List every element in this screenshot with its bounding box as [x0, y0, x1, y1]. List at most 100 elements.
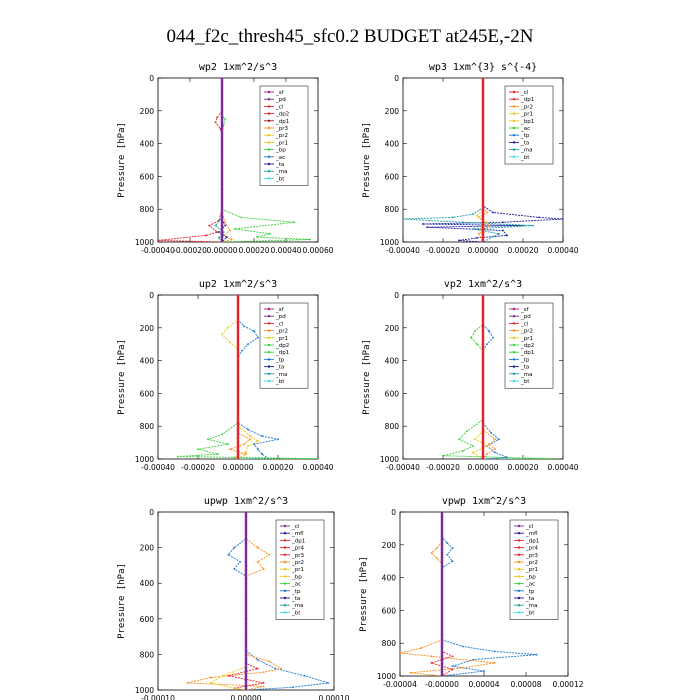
vp2-legend-marker [512, 379, 516, 383]
vpwp-series-line [400, 512, 495, 676]
up2-series-point [247, 428, 249, 431]
vp2-series-point [476, 343, 478, 346]
up2-series-point [261, 435, 263, 437]
wp3-series-point [458, 239, 460, 242]
vpwp-profile-marker [440, 613, 444, 616]
upwp-legend-label: _pr2 [291, 560, 304, 566]
wp3-series-point [478, 232, 480, 235]
wp3-profile-marker [481, 93, 485, 96]
up2-legend-marker [267, 365, 271, 368]
upwp-series-point [262, 568, 265, 570]
up2-ytick-label: 400 [140, 357, 155, 366]
wp2-profile-marker [220, 134, 224, 137]
wp2-profile-marker [220, 126, 224, 129]
upwp-profile-marker [244, 644, 248, 647]
upwp-profile-marker [244, 666, 248, 669]
wp3-profile-marker [481, 134, 485, 137]
wp3-profile-marker [481, 195, 485, 199]
vp2-profile-marker [481, 392, 485, 395]
vpwp-profile-marker [440, 629, 444, 633]
vpwp-xtick-label: 0.00012 [552, 680, 583, 689]
wp3-legend-marker [512, 148, 516, 151]
up2-profile-marker [236, 359, 240, 362]
vpwp-profile-marker [440, 560, 444, 563]
vp2-profile-marker [481, 338, 485, 342]
upwp-series-point [227, 553, 230, 556]
vp2-legend-label: _ta [520, 365, 529, 371]
wp3-ytick-label: 400 [385, 140, 400, 149]
up2-legend-marker [267, 329, 271, 332]
vpwp-profile-marker [440, 654, 444, 657]
vp2-profile-marker [481, 416, 485, 420]
up2-title: up2 1xm^2/s^3 [199, 279, 277, 290]
vpwp-legend-label: _pr3 [525, 553, 539, 559]
upwp-legend-label: _cl [291, 524, 300, 530]
wp2-profile-marker [220, 101, 224, 104]
vp2-xtick-label: 0.00020 [507, 463, 538, 472]
wp3-ytick-label: 0 [394, 74, 399, 83]
vpwp-profile-marker [440, 646, 444, 649]
upwp-legend-marker [283, 560, 287, 564]
upwp-series-point [262, 671, 265, 674]
up2-series-group [177, 295, 318, 459]
vp2-profile-marker [481, 388, 485, 391]
wp3-profile-marker [481, 212, 485, 215]
upwp-series-point [262, 685, 265, 688]
up2-legend-label: _dp1 [275, 350, 289, 356]
up2-profile-marker [236, 355, 240, 358]
wp2-profile-marker [220, 175, 224, 178]
vpwp-profile-marker [440, 527, 444, 530]
vpwp-series-point [451, 547, 454, 549]
vpwp-panel: vpwp 1xm^2/s^3 0 200 400 600 800 1000-0.00004-… [359, 496, 584, 689]
upwp-panel: upwp 1xm^2/s^3 0 200 400 600 800 1000-0.00010 0… [117, 496, 350, 700]
upwp-ytick-label: 600 [140, 615, 155, 624]
up2-series-point [229, 341, 231, 344]
upwp-legend-label: _bt [291, 610, 301, 616]
vpwp-ylabel: Pressure [hPa] [359, 556, 369, 632]
upwp-legend-label: _ma [291, 603, 303, 609]
upwp-profile-marker [244, 568, 248, 572]
wp3-profile-marker [481, 208, 485, 211]
up2-profile-marker [236, 330, 240, 334]
up2-profile-marker [236, 384, 240, 387]
up2-profile-marker [236, 433, 240, 436]
vp2-legend-marker [512, 343, 516, 347]
upwp-series-point [233, 546, 236, 549]
wp2-ytick-label: 0 [149, 74, 154, 83]
vp2-legend-label: _sf [520, 307, 530, 313]
wp2-legend-label: _ta [275, 162, 284, 168]
wp3-profile-marker [481, 150, 485, 153]
up2-profile-marker [236, 297, 240, 301]
vp2-profile-marker [481, 302, 485, 305]
wp2-series-point [217, 237, 220, 239]
vpwp-profile-marker [440, 588, 444, 592]
vp2-series-point [552, 457, 554, 459]
up2-profile-marker [236, 310, 240, 313]
wp2-profile-marker [220, 113, 224, 117]
upwp-legend-label: _ta [291, 596, 300, 602]
upwp-series-point [327, 681, 330, 684]
up2-series-point [277, 438, 279, 441]
wp3-profile-marker [481, 138, 485, 141]
up2-series-point [227, 326, 229, 329]
upwp-xtick-label: -0.00010 [141, 694, 175, 700]
upwp-profile-marker [244, 604, 248, 607]
vp2-profile-marker [481, 343, 485, 346]
wp2-series-line [158, 78, 223, 242]
wp2-xtick-label: 0.00060 [302, 246, 333, 255]
upwp-legend-marker [283, 568, 287, 571]
upwp-legend-label: _pr4 [291, 546, 305, 552]
upwp-series-point [256, 658, 259, 661]
up2-profile-marker [236, 425, 240, 428]
wp3-profile-marker [481, 158, 485, 162]
vpwp-profile-marker [440, 539, 444, 542]
wp2-ytick-label: 600 [140, 172, 155, 181]
upwp-legend-marker [283, 604, 287, 607]
vp2-series-point [492, 336, 494, 339]
wp2-series-point [309, 238, 311, 241]
up2-legend: _sf_pd_cl _pr2_pr1_dp2_dp1_tp _ta_ma_bt [259, 302, 309, 389]
wp2-series-point [205, 234, 207, 237]
upwp-legend-label: _pr3 [291, 553, 305, 559]
up2-series-point [249, 438, 251, 441]
vp2-legend-label: _dp2 [520, 343, 534, 349]
